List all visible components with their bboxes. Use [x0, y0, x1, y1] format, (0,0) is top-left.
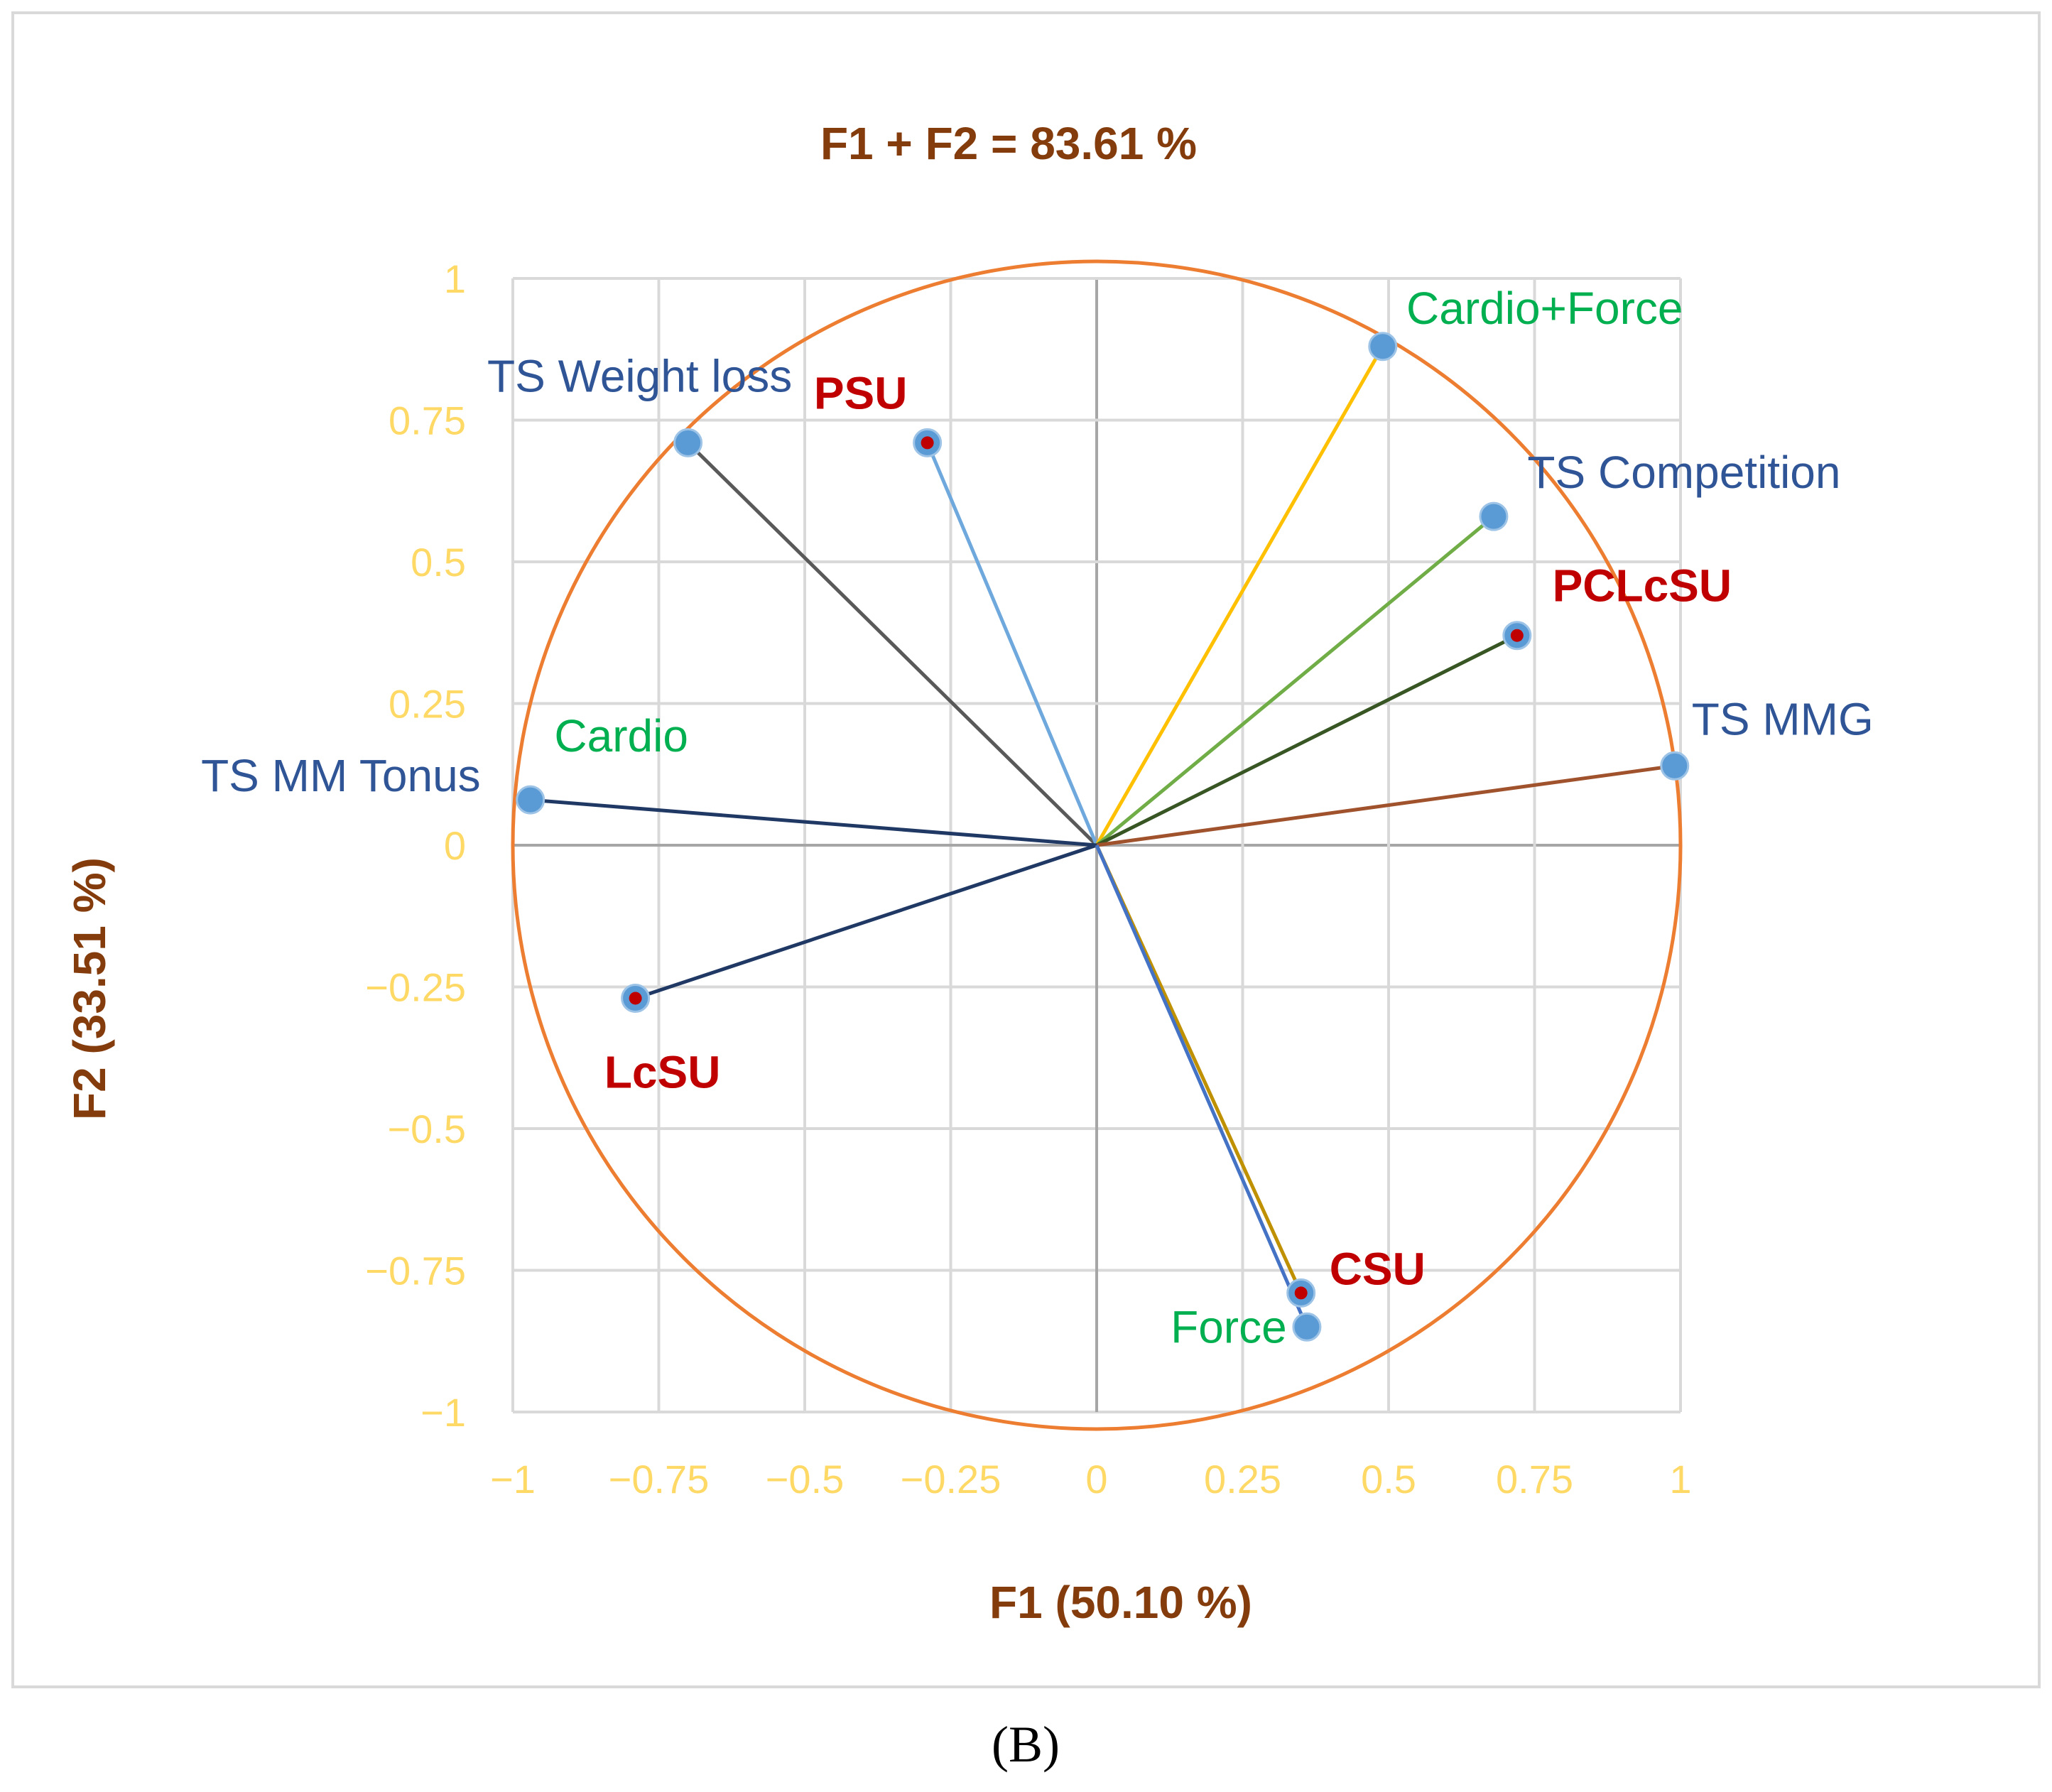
- y-tick-label: 0.5: [411, 540, 466, 585]
- label-ts-competition: TS Competition: [1527, 447, 1840, 498]
- label-psu: PSU: [814, 367, 908, 418]
- chart-title: F1 + F2 = 83.61 %: [820, 118, 1197, 169]
- vector-ts-competition: [1095, 515, 1495, 847]
- vector-lcsu: [634, 843, 1097, 1000]
- chart-frame: [11, 11, 2041, 1688]
- y-tick-label: 0.75: [389, 398, 466, 443]
- x-tick-label: −1: [490, 1457, 536, 1502]
- label-ts-weight-loss: TS Weight loss: [487, 350, 792, 401]
- label-lcsu: LcSU: [604, 1046, 721, 1097]
- label-ts-mm-tonus: TS MM Tonus: [201, 750, 481, 801]
- x-tick-label: −0.5: [766, 1457, 845, 1502]
- loading-vectors: [530, 345, 1676, 1328]
- point-center-pclcsu: [1510, 629, 1524, 642]
- y-tick-label: 0: [444, 823, 466, 868]
- label-cardio: Cardio: [554, 710, 688, 761]
- label-csu: CSU: [1330, 1243, 1426, 1294]
- x-axis-title: F1 (50.10 %): [989, 1577, 1252, 1628]
- correlation-circle: [511, 259, 1683, 1431]
- x-tick-label: 0.5: [1361, 1457, 1416, 1502]
- tick-labels: −1 −0.75 −0.5 −0.25 0 0.25 0.5 0.75 1 1 0.75 0.5 0.2…: [365, 256, 1691, 1502]
- plot-grid: [511, 277, 1682, 1413]
- y-tick-label: 1: [444, 256, 466, 301]
- label-cardio-force: Cardio+Force: [1406, 283, 1683, 334]
- x-tick-label: −0.75: [609, 1457, 710, 1502]
- point-labels: TS Weight loss PSU Cardio+Force TS Competit…: [201, 283, 1874, 1353]
- panel-label: (B): [992, 1716, 1060, 1773]
- y-axis-title: F2 (33.51 %): [64, 857, 115, 1120]
- y-tick-label: −0.75: [365, 1249, 466, 1293]
- vector-pclcsu: [1095, 634, 1518, 847]
- data-points: [516, 332, 1690, 1342]
- point-ts-mm-tonus: [516, 785, 545, 815]
- point-center-csu: [1294, 1286, 1308, 1300]
- y-tick-label: −1: [420, 1390, 466, 1435]
- label-pclcsu: PCLcSU: [1553, 560, 1732, 612]
- point-cardio-force: [1368, 332, 1398, 362]
- point-ts-mmg: [1660, 751, 1690, 781]
- point-ts-weight-loss: [673, 428, 703, 457]
- point-force: [1292, 1312, 1322, 1342]
- x-tick-label: 0.75: [1496, 1457, 1573, 1502]
- vector-ts-mm-tonus: [530, 798, 1097, 847]
- x-tick-label: 0.25: [1204, 1457, 1281, 1502]
- y-tick-label: 0.25: [389, 682, 466, 727]
- x-tick-label: 1: [1669, 1457, 1691, 1502]
- point-center-psu: [921, 436, 934, 450]
- vector-force: [1095, 845, 1309, 1328]
- vector-ts-weight-loss: [686, 441, 1098, 847]
- vector-ts-mmg: [1096, 764, 1676, 847]
- x-tick-label: −0.25: [901, 1457, 1001, 1502]
- label-ts-mmg: TS MMG: [1692, 693, 1874, 744]
- y-tick-label: −0.5: [387, 1107, 466, 1151]
- vector-cardio-force: [1095, 345, 1384, 847]
- point-center-lcsu: [629, 992, 642, 1005]
- point-ts-competition: [1479, 501, 1509, 531]
- y-tick-label: −0.25: [365, 965, 466, 1010]
- x-tick-label: 0: [1085, 1457, 1107, 1502]
- vector-psu: [925, 442, 1099, 846]
- label-force: Force: [1171, 1301, 1287, 1352]
